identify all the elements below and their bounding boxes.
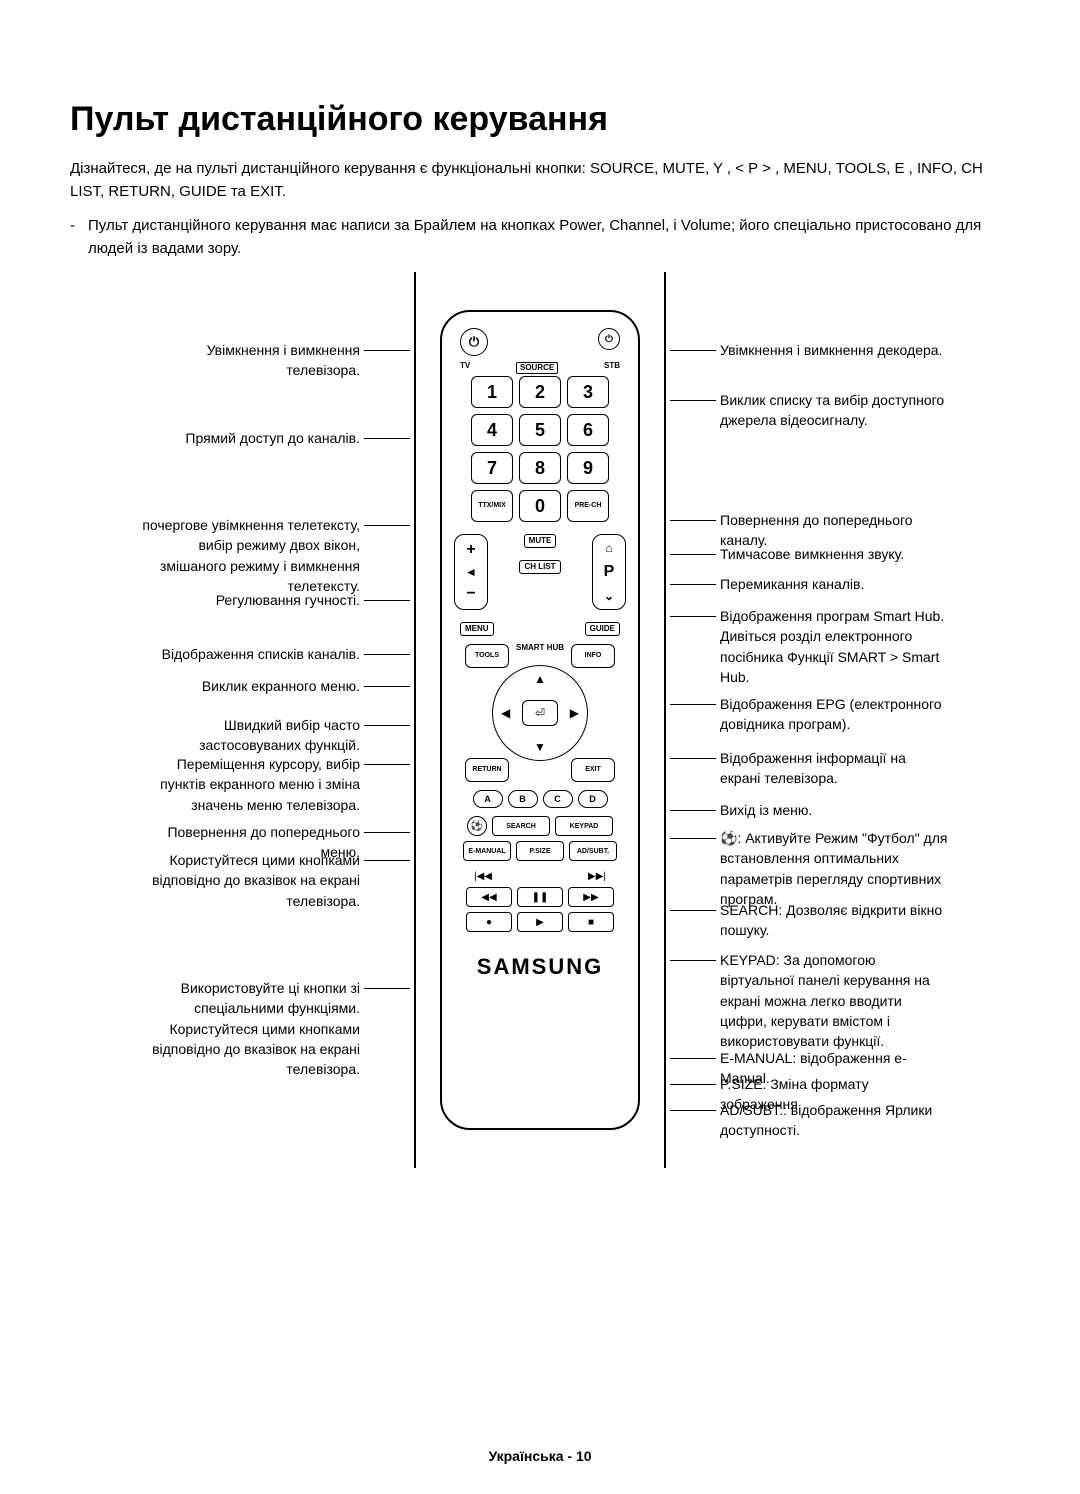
- label-right: Відображення інформації на екрані телеві…: [670, 748, 950, 789]
- rewind-button[interactable]: ◀◀: [466, 887, 512, 907]
- label-right: KEYPAD: За допомогою віртуальної панелі …: [670, 950, 950, 1051]
- mute-button[interactable]: MUTE: [524, 534, 557, 548]
- num-8[interactable]: 8: [519, 452, 561, 484]
- num-7[interactable]: 7: [471, 452, 513, 484]
- num-1[interactable]: 1: [471, 376, 513, 408]
- vol-up-icon: +: [466, 541, 475, 559]
- label-right: Перемикання каналів.: [670, 574, 864, 594]
- label-right: Відображення програм Smart Hub. Дивіться…: [670, 606, 950, 687]
- label-left: Відображення списків каналів.: [162, 644, 410, 664]
- power-tv-button[interactable]: ⏻: [460, 328, 488, 356]
- arrow-down-icon[interactable]: ▼: [534, 740, 546, 754]
- label-right: Відображення EPG (електронного довідника…: [670, 694, 950, 735]
- function-buttons: ⚽ SEARCH KEYPAD E-MANUAL P.SIZE AD/SUBT.: [460, 816, 620, 861]
- vol-down-icon: −: [466, 585, 475, 603]
- fastfwd-button[interactable]: ▶▶: [568, 887, 614, 907]
- tools-button[interactable]: TOOLS: [465, 644, 509, 668]
- power-stb-button[interactable]: ⏻: [598, 328, 620, 350]
- label-left: Прямий доступ до каналів.: [185, 428, 410, 448]
- label-right: Вихід із меню.: [670, 800, 812, 820]
- color-buttons: A B C D: [473, 790, 608, 808]
- label-right: Виклик списку та вибір доступного джерел…: [670, 390, 950, 431]
- label-right: Увімкнення і вимкнення декодера.: [670, 340, 942, 360]
- arrow-up-icon[interactable]: ▲: [534, 672, 546, 686]
- label-left: Використовуйте ці кнопки зі спеціальними…: [130, 978, 410, 1079]
- p-label: P: [604, 563, 615, 581]
- psize-button[interactable]: P.SIZE: [516, 841, 564, 861]
- guide-button[interactable]: GUIDE: [585, 622, 620, 636]
- transport-keys: |◀◀ ▶▶| ◀◀ ❚❚ ▶▶ ● ▶ ■: [466, 871, 614, 932]
- num-3[interactable]: 3: [567, 376, 609, 408]
- arrow-left-icon[interactable]: ◀: [501, 706, 510, 720]
- smarthub-label: SMART HUB: [516, 644, 564, 652]
- color-b-button[interactable]: B: [508, 790, 538, 808]
- remote-outline: ⏻ ⏻ TV SOURCE STB 123 456 789 TTX/MIX 0 …: [440, 310, 640, 1130]
- source-button[interactable]: SOURCE: [516, 362, 558, 374]
- adsubt-button[interactable]: AD/SUBT.: [569, 841, 617, 861]
- label-left: Користуйтеся цими кнопками відповідно до…: [130, 850, 410, 911]
- num-2[interactable]: 2: [519, 376, 561, 408]
- search-button[interactable]: SEARCH: [492, 816, 550, 836]
- skip-next-icon[interactable]: ▶▶|: [588, 871, 606, 882]
- dpad[interactable]: TOOLS INFO RETURN EXIT ▲ ▼ ◀ ▶ ⏎: [465, 658, 615, 768]
- page-title: Пульт дистанційного керування: [70, 100, 1010, 139]
- label-left: Виклик екранного меню.: [202, 676, 410, 696]
- num-4[interactable]: 4: [471, 414, 513, 446]
- return-button[interactable]: RETURN: [465, 758, 509, 782]
- skip-prev-icon[interactable]: |◀◀: [474, 871, 492, 882]
- emanual-button[interactable]: E-MANUAL: [463, 841, 511, 861]
- label-left: Регулювання гучності.: [216, 590, 410, 610]
- label-right: Тимчасове вимкнення звуку.: [670, 544, 904, 564]
- color-c-button[interactable]: C: [543, 790, 573, 808]
- tv-label: TV: [460, 362, 470, 374]
- exit-button[interactable]: EXIT: [571, 758, 615, 782]
- arrow-right-icon[interactable]: ▶: [570, 706, 579, 720]
- record-button[interactable]: ●: [466, 912, 512, 932]
- label-left: Швидкий вибір часто застосовуваних функц…: [130, 715, 410, 756]
- label-right: ⚽: Активуйте Режим "Футбол" для встановл…: [670, 828, 950, 909]
- prech-button[interactable]: PRE-CH: [567, 490, 609, 522]
- label-right: SEARCH: Дозволяє відкрити вікно пошуку.: [670, 900, 950, 941]
- chev-down-icon: ⌄: [604, 589, 614, 603]
- channel-rocker[interactable]: ⌂ P ⌄: [592, 534, 626, 610]
- home-icon: ⌂: [605, 541, 612, 555]
- speaker-icon: ◄: [465, 565, 477, 579]
- label-right: AD/SUBT.: відображення Ярлики доступност…: [670, 1100, 950, 1141]
- football-button[interactable]: ⚽: [467, 816, 487, 836]
- label-left: Переміщення курсору, вибір пунктів екран…: [130, 754, 410, 815]
- label-left: почергове увімкнення телетексту, вибір р…: [130, 515, 410, 596]
- enter-button[interactable]: ⏎: [522, 700, 558, 726]
- play-button[interactable]: ▶: [517, 912, 563, 932]
- num-6[interactable]: 6: [567, 414, 609, 446]
- intro-text: Дізнайтеся, де на пульті дистанційного к…: [70, 157, 1010, 204]
- info-button[interactable]: INFO: [571, 644, 615, 668]
- stb-label: STB: [604, 362, 620, 374]
- keypad-button[interactable]: KEYPAD: [555, 816, 613, 836]
- pause-button[interactable]: ❚❚: [517, 887, 563, 907]
- bullet-text: Пульт дистанційного керування має написи…: [88, 214, 1010, 261]
- brand-logo: SAMSUNG: [477, 954, 603, 980]
- num-9[interactable]: 9: [567, 452, 609, 484]
- remote-diagram: Увімкнення і вимкнення телевізора. Прями…: [70, 310, 1010, 1180]
- color-a-button[interactable]: A: [473, 790, 503, 808]
- num-5[interactable]: 5: [519, 414, 561, 446]
- ttx-button[interactable]: TTX/MIX: [471, 490, 513, 522]
- volume-rocker[interactable]: + ◄ −: [454, 534, 488, 610]
- stop-button[interactable]: ■: [568, 912, 614, 932]
- page-footer: Українська - 10: [0, 1448, 1080, 1464]
- label-left: Увімкнення і вимкнення телевізора.: [130, 340, 410, 381]
- menu-button[interactable]: MENU: [460, 622, 494, 636]
- chlist-button[interactable]: CH LIST: [519, 560, 560, 574]
- num-0[interactable]: 0: [519, 490, 561, 522]
- color-d-button[interactable]: D: [578, 790, 608, 808]
